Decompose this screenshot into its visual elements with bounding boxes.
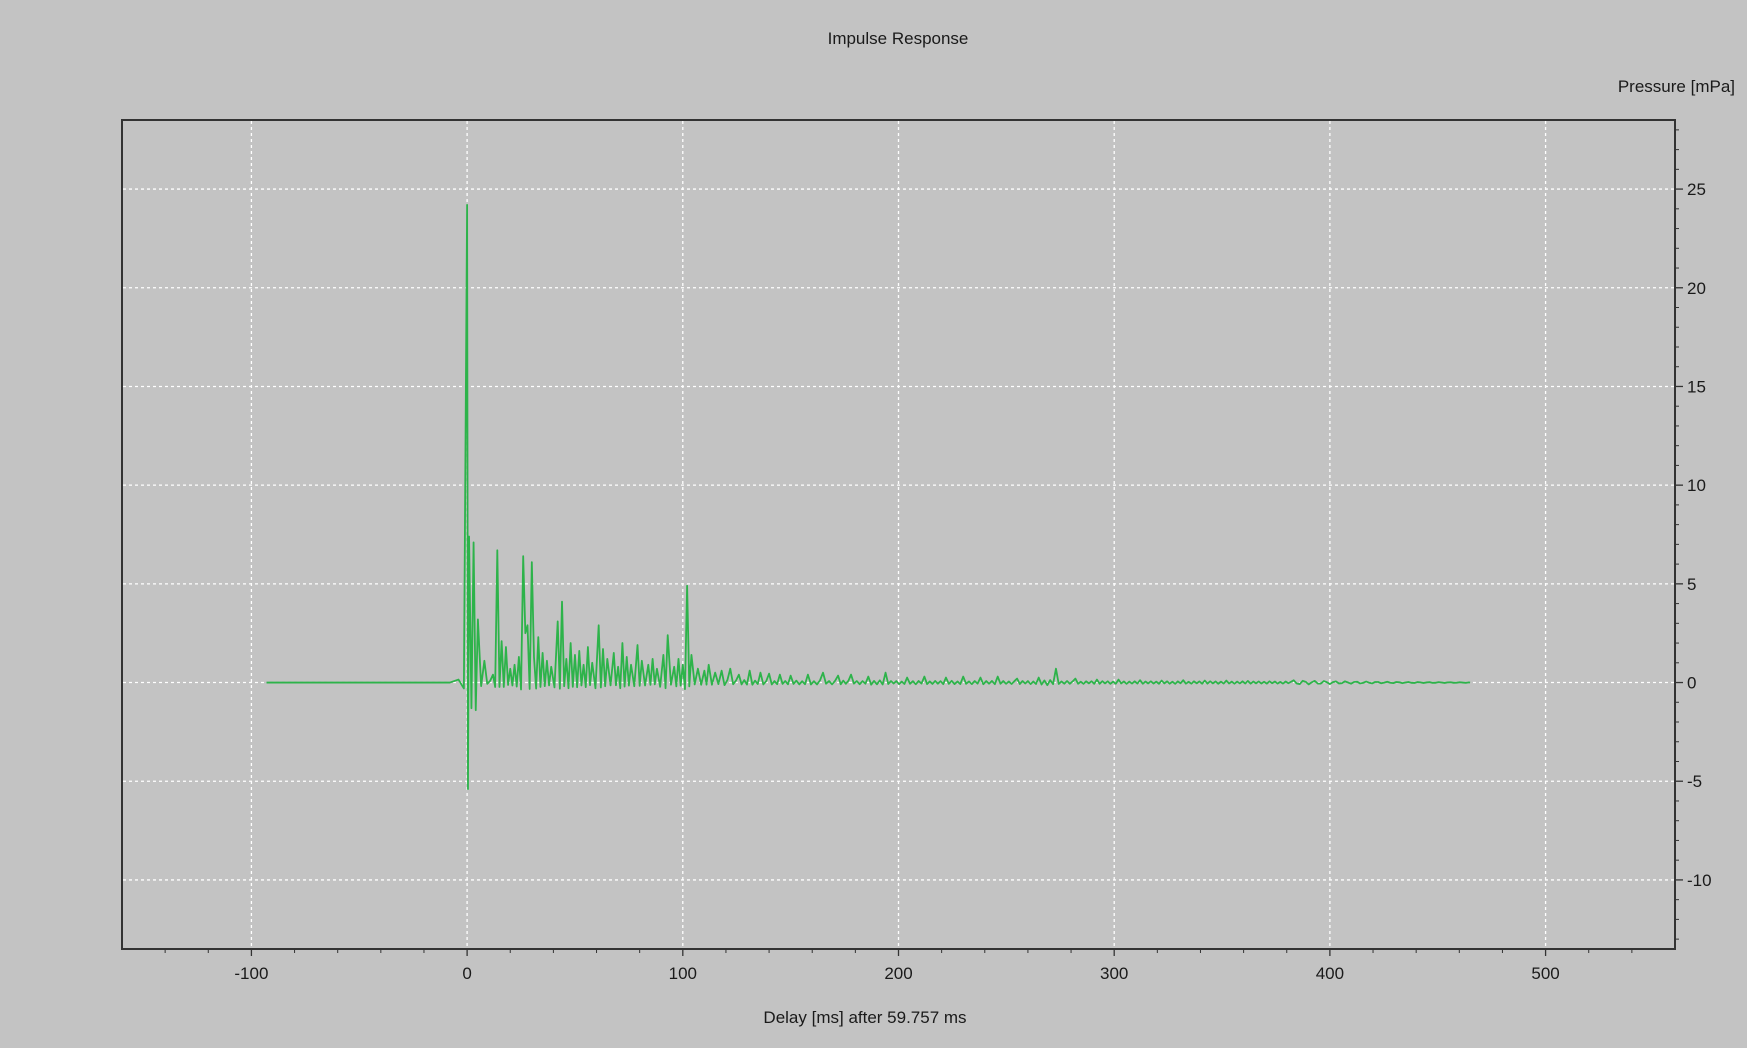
impulse-response-line <box>266 203 1471 791</box>
y-axis-ticks: -10 -5 0 5 10 15 20 25 <box>1675 180 1712 890</box>
x-tick-label: -100 <box>234 964 268 983</box>
x-tick-label: 400 <box>1316 964 1344 983</box>
y-tick-label: 25 <box>1687 180 1706 199</box>
y-axis-minor-ticks <box>164 129 1679 953</box>
x-tick-label: 100 <box>669 964 697 983</box>
x-axis-label: Delay [ms] after 59.757 ms <box>763 1008 966 1027</box>
chart-title: Impulse Response <box>828 29 969 48</box>
grid-lines <box>123 121 1674 948</box>
x-tick-label: 500 <box>1531 964 1559 983</box>
y-tick-label: -10 <box>1687 871 1712 890</box>
y-tick-label: 10 <box>1687 476 1706 495</box>
y-axis-label: Pressure [mPa] <box>1618 77 1735 96</box>
x-tick-label: 300 <box>1100 964 1128 983</box>
y-tick-label: 5 <box>1687 575 1696 594</box>
y-tick-label: 20 <box>1687 279 1706 298</box>
x-tick-label: 0 <box>462 964 471 983</box>
y-tick-label: -5 <box>1687 772 1702 791</box>
x-axis-ticks: -100 0 100 200 300 400 500 <box>234 949 1560 983</box>
series-layer <box>266 203 1471 791</box>
x-tick-label: 200 <box>884 964 912 983</box>
y-tick-label: 15 <box>1687 377 1706 396</box>
y-tick-label: 0 <box>1687 674 1696 693</box>
